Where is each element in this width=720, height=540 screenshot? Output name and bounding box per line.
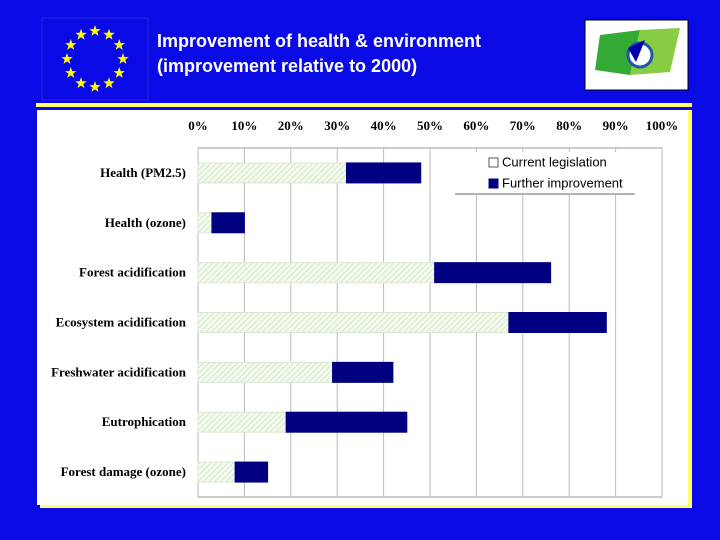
x-tick-label: 70% <box>510 118 536 133</box>
star <box>103 28 115 40</box>
logo <box>584 19 689 91</box>
title: Improvement of health & environment <box>157 31 481 51</box>
legend-label: Current legislation <box>502 154 607 169</box>
star <box>103 77 115 89</box>
legend-box <box>455 152 635 195</box>
x-tick-label: 100% <box>646 118 679 133</box>
star <box>113 39 125 50</box>
bar-segment <box>197 212 213 234</box>
x-tick-label: 40% <box>371 118 397 133</box>
category-label: Ecosystem acidification <box>56 314 187 329</box>
category-label: Health (PM2.5) <box>100 165 186 180</box>
star <box>113 67 125 78</box>
bar-segment <box>197 411 287 433</box>
category-label: Eutrophication <box>102 414 187 429</box>
x-tick-label: 20% <box>278 118 304 133</box>
eu-flag <box>41 17 149 101</box>
bar-segment <box>197 361 334 383</box>
divider <box>36 103 692 107</box>
category-label: Freshwater acidification <box>51 364 187 379</box>
bar-segment <box>197 262 436 284</box>
x-tick-label: 90% <box>603 118 629 133</box>
bar-segment <box>197 461 236 483</box>
bar-segment <box>332 361 394 383</box>
legend-swatch <box>488 157 499 168</box>
star <box>65 67 77 78</box>
bar-segment <box>345 162 422 184</box>
bar-segment <box>211 212 245 234</box>
x-tick-label: 30% <box>324 118 350 133</box>
x-tick-label: 10% <box>231 118 257 133</box>
category-label: Forest acidification <box>79 265 187 280</box>
bar-segment <box>234 461 269 483</box>
bar-segment <box>285 411 408 433</box>
x-tick-label: 50% <box>417 118 443 133</box>
legend: Current legislation Further improvement <box>455 152 635 195</box>
star <box>65 39 77 50</box>
star <box>75 77 87 89</box>
star <box>89 25 101 36</box>
star <box>61 53 73 64</box>
star <box>89 81 101 92</box>
star <box>117 53 129 64</box>
bar-segment <box>434 262 552 284</box>
bar-segment <box>508 312 607 333</box>
x-tick-label: 0% <box>188 118 208 133</box>
subtitle: (improvement relative to 2000) <box>157 56 417 76</box>
legend-label: Further improvement <box>502 175 623 190</box>
category-label: Health (ozone) <box>105 215 186 230</box>
star <box>75 28 87 40</box>
chart: 0% 10% 20% 30% 40% 50% 60% 70% 80% 90% 100% Health … <box>51 118 679 498</box>
legend-swatch <box>488 178 499 189</box>
bar-segment <box>197 312 510 333</box>
x-tick-label: 80% <box>556 118 582 133</box>
category-label: Forest damage (ozone) <box>61 464 186 479</box>
x-tick-label: 60% <box>463 118 489 133</box>
bar-segment <box>197 162 347 184</box>
